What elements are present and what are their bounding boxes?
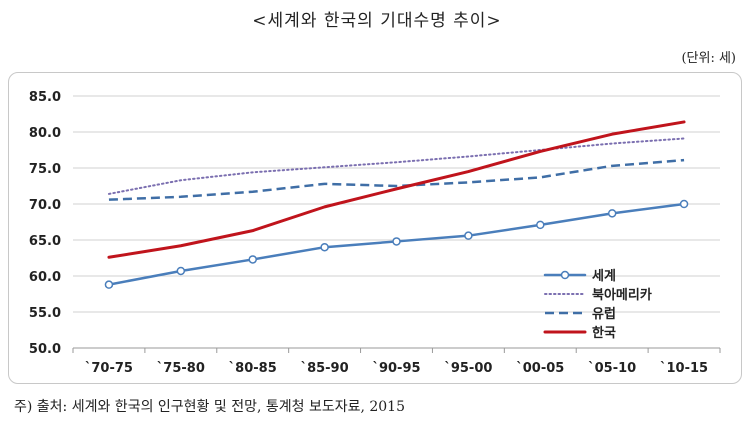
x-tick-label: `00-05 <box>516 361 564 376</box>
series-point <box>392 237 401 246</box>
grid-layer <box>73 95 720 313</box>
series-point <box>464 231 473 240</box>
series-point <box>607 209 617 218</box>
y-tick-label: 85.0 <box>29 90 61 105</box>
y-tick-label: 60.0 <box>29 270 61 285</box>
axis-layer: 85.0 80.0 75.0 70.0 65.0 60.0 55.0 50.0 `70-75 `7… <box>29 90 721 376</box>
x-tick-label: `80-85 <box>229 361 277 376</box>
y-tick-label: 75.0 <box>29 162 61 177</box>
series-layer <box>104 120 689 289</box>
series-point <box>248 255 257 264</box>
series-point <box>104 280 114 289</box>
series-line-2 <box>108 158 685 201</box>
series-point <box>176 266 186 276</box>
x-tick-label: `10-15 <box>660 361 708 376</box>
unit-label: (단위: 세) <box>681 51 736 66</box>
series-point <box>536 220 545 230</box>
legend-label-2: 유럽 <box>592 307 616 322</box>
y-tick-label: 70.0 <box>29 198 61 213</box>
x-tick-label: `90-95 <box>372 361 420 376</box>
x-tick-label: `75-80 <box>157 361 205 376</box>
x-tick-label: `05-10 <box>588 361 636 376</box>
y-tick-label: 80.0 <box>29 126 61 141</box>
x-tick-label: `95-00 <box>444 361 492 376</box>
series-line-1 <box>107 137 686 195</box>
y-tick-label: 50.0 <box>29 342 61 357</box>
y-tick-label: 55.0 <box>29 306 61 321</box>
x-tick-label: `85-90 <box>301 361 349 376</box>
chart-title: <세계와 한국의 기대수명 추이> <box>252 11 502 31</box>
series-point <box>679 199 689 209</box>
series-point <box>320 242 329 252</box>
chart-frame <box>8 72 742 384</box>
x-tick-label: `70-75 <box>85 361 133 376</box>
legend-marker <box>560 270 570 280</box>
legend-label-3: 한국 <box>592 325 616 341</box>
series-line-3 <box>107 120 686 259</box>
legend-label-1: 북아메리카 <box>592 287 652 303</box>
y-tick-label: 65.0 <box>29 234 61 249</box>
source-note: 주) 출처: 세계와 한국의 인구현황 및 전망, 통계청 보도자료, 2015 <box>14 399 405 415</box>
legend-label-0: 세계 <box>592 269 616 284</box>
